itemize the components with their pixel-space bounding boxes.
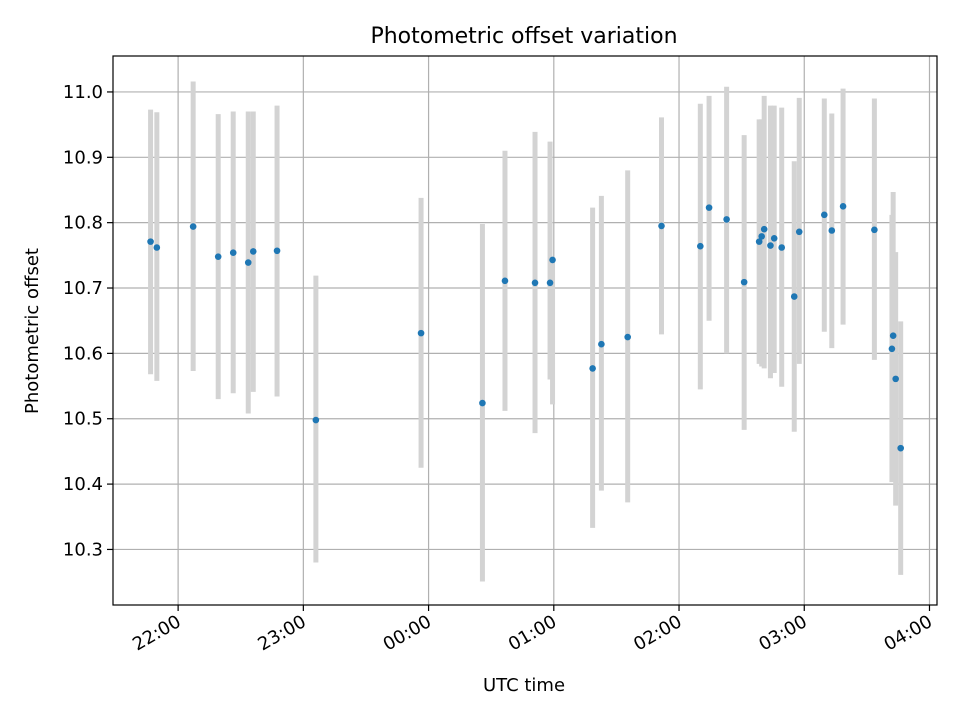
chart-title: Photometric offset variation [370, 24, 677, 49]
data-point [790, 293, 798, 300]
data-point [531, 279, 539, 287]
data-point [755, 238, 763, 245]
y-tick-label: 10.5 [63, 409, 103, 430]
data-points [147, 203, 904, 452]
y-tick-label: 10.8 [63, 213, 103, 234]
data-point [740, 278, 748, 286]
data-point [767, 242, 774, 249]
data-point [153, 244, 161, 251]
data-point [892, 375, 899, 383]
y-axis-label: Photometric offset [22, 248, 43, 414]
y-tick-label: 11.0 [63, 82, 103, 103]
y-axis-ticks: 10.3 10.4 10.5 10.6 10.7 10.8 10.9 11.0 [63, 82, 113, 560]
y-tick-label: 10.6 [63, 343, 103, 364]
data-point [888, 345, 896, 353]
data-point [839, 203, 847, 210]
data-point [760, 225, 768, 233]
y-tick-label: 10.4 [63, 474, 103, 495]
data-point [598, 340, 605, 348]
data-point [479, 399, 486, 407]
data-point [417, 329, 425, 337]
data-point [244, 259, 252, 266]
data-point [658, 222, 665, 230]
data-point [229, 249, 237, 257]
data-point [697, 242, 704, 250]
data-point [820, 211, 828, 219]
data-point [705, 204, 713, 211]
data-point [501, 277, 509, 285]
data-point [249, 248, 257, 255]
data-point [770, 235, 778, 242]
data-point [723, 216, 730, 223]
data-point [871, 226, 878, 234]
x-axis-label: UTC time [483, 675, 565, 696]
data-point [589, 365, 596, 372]
data-point [546, 279, 554, 287]
plot-frame [112, 55, 938, 606]
y-tick-label: 10.3 [63, 539, 103, 560]
data-point [214, 253, 222, 260]
data-point [795, 228, 803, 236]
data-point [273, 247, 281, 255]
data-point [778, 244, 786, 251]
data-point [889, 332, 897, 340]
data-point [758, 233, 765, 240]
data-point [897, 444, 904, 452]
data-point [624, 333, 631, 341]
y-tick-label: 10.7 [63, 278, 103, 299]
data-point [147, 238, 154, 245]
data-point [312, 416, 320, 424]
data-point [549, 256, 556, 264]
data-point [828, 227, 836, 234]
data-point [189, 223, 197, 230]
y-tick-label: 10.9 [63, 147, 103, 168]
